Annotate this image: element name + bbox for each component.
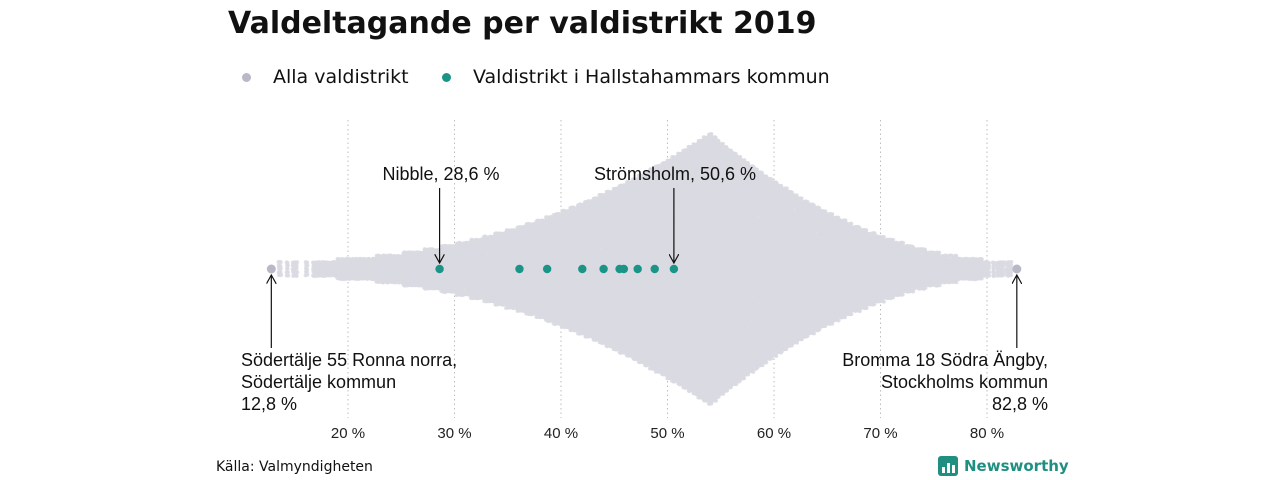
legend-label-hallstahammar: Valdistrikt i Hallstahammars kommun (473, 66, 830, 88)
chart-title: Valdeltagande per valdistrikt 2019 (228, 6, 817, 41)
district-point (294, 266, 299, 271)
legend-item-all: Alla valdistrikt (242, 66, 409, 88)
district-point (305, 263, 310, 268)
district-point (305, 260, 310, 265)
legend-dot-hallstahammar (442, 72, 451, 82)
district-point (295, 260, 300, 265)
district-point (278, 266, 283, 271)
legend-item-hallstahammar: Valdistrikt i Hallstahammars kommun (442, 66, 830, 88)
district-point (286, 273, 291, 278)
district-point (294, 273, 299, 278)
district-point (285, 266, 290, 271)
district-point (285, 270, 290, 275)
legend-label-all: Alla valdistrikt (273, 66, 409, 88)
district-point (304, 269, 309, 274)
district-point (285, 263, 290, 268)
district-point (305, 272, 310, 277)
district-point (294, 263, 299, 268)
legend-dot-all (242, 72, 251, 82)
district-point (295, 270, 300, 275)
district-point (278, 260, 283, 265)
district-point (279, 272, 284, 277)
